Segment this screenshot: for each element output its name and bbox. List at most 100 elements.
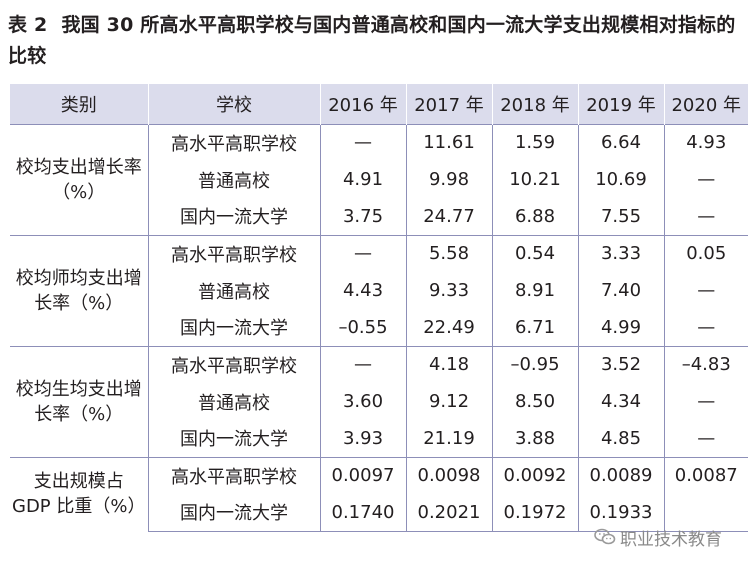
value-cell: 4.18 — [406, 345, 493, 383]
value-cell: 6.71 — [492, 309, 579, 346]
value-cell: 9.12 — [406, 383, 493, 420]
value-cell: 10.21 — [492, 161, 579, 198]
category-cell: 校均支出增长率（%） — [10, 123, 149, 235]
value-cell: 0.0087 — [664, 456, 748, 494]
header-year-2018: 2018 年 — [492, 84, 579, 124]
table-row: 支出规模占 GDP 比重（%） 高水平高职学校 0.0097 0.0098 0.… — [10, 456, 748, 531]
value-cell: 5.58 — [406, 234, 493, 272]
value-cell: — — [697, 391, 716, 412]
school-cell: 高水平高职学校 — [148, 456, 321, 494]
table-row: 国内一流大学 –0.55 22.49 6.71 4.99 — — [10, 309, 748, 346]
school-cell: 普通高校 — [148, 161, 321, 198]
value-cell: 24.77 — [406, 198, 493, 235]
value-cell: 0.1740 — [320, 494, 407, 532]
table-row: 校均支出增长率（%） 高水平高职学校 — 11.61 1.59 6.64 4.9… — [10, 123, 748, 235]
comparison-table: 类别 学校 2016 年 2017 年 2018 年 2019 年 2020 年… — [10, 84, 748, 532]
category-label: 支出规模占 GDP 比重（%） — [12, 471, 146, 518]
value-cell: 0.54 — [492, 234, 579, 272]
value-cell: 22.49 — [406, 309, 493, 346]
header-school: 学校 — [148, 84, 321, 124]
value-cell: 4.93 — [664, 123, 748, 161]
value-cell: –0.55 — [320, 309, 407, 346]
header-year-2019: 2019 年 — [578, 84, 665, 124]
table-row: 普通高校 4.91 9.98 10.21 10.69 — — [10, 161, 748, 198]
value-cell: 3.33 — [578, 234, 665, 272]
table-number: 表 2 — [8, 14, 48, 36]
value-cell: — — [320, 123, 407, 161]
school-cell: 高水平高职学校 — [148, 123, 321, 161]
value-cell: 4.91 — [320, 161, 407, 198]
value-cell — [664, 494, 748, 532]
value-cell: 3.75 — [320, 198, 407, 235]
value-cell: 1.59 — [492, 123, 579, 161]
table-row: 国内一流大学 3.93 21.19 3.88 4.85 — — [10, 420, 748, 457]
value-cell: 11.61 — [406, 123, 493, 161]
header-category: 类别 — [10, 84, 149, 124]
table-row: 校均师均支出增长率（%） 高水平高职学校 — 5.58 0.54 3.33 0.… — [10, 234, 748, 346]
value-cell: 0.1933 — [578, 494, 665, 532]
value-cell: — — [697, 205, 716, 227]
table-row: 普通高校 3.60 9.12 8.50 4.34 — — [10, 383, 748, 420]
value-cell: 4.43 — [320, 272, 407, 309]
value-cell: 8.50 — [492, 383, 579, 420]
school-cell: 国内一流大学 — [148, 494, 321, 532]
table-row: 校均生均支出增长率（%） 高水平高职学校 — 4.18 –0.95 3.52 –… — [10, 345, 748, 457]
value-cell: 0.0098 — [406, 456, 493, 494]
category-label: 校均支出增长率（%） — [15, 156, 142, 203]
value-cell: 9.98 — [406, 161, 493, 198]
school-cell: 高水平高职学校 — [148, 345, 321, 383]
value-cell: 4.99 — [578, 309, 665, 346]
value-cell: 4.34 — [578, 383, 665, 420]
table-row: 国内一流大学 0.1740 0.2021 0.1972 0.1933 — [10, 494, 748, 532]
value-cell: 3.88 — [492, 420, 579, 457]
value-cell: 7.55 — [578, 198, 665, 235]
value-cell: — — [697, 427, 716, 449]
value-cell: 3.52 — [578, 345, 665, 383]
watermark: 职业技术教育 — [594, 523, 754, 551]
value-cell: –4.83 — [664, 345, 748, 383]
value-cell: –0.95 — [492, 345, 579, 383]
category-cell: 校均师均支出增长率（%） — [10, 234, 149, 346]
value-cell: 21.19 — [406, 420, 493, 457]
table-header-row: 类别 学校 2016 年 2017 年 2018 年 2019 年 2020 年 — [10, 84, 748, 124]
value-cell: 0.1972 — [492, 494, 579, 532]
value-cell: 3.93 — [320, 420, 407, 457]
value-cell: 6.88 — [492, 198, 579, 235]
value-cell: 9.33 — [406, 272, 493, 309]
category-cell: 支出规模占 GDP 比重（%） — [10, 456, 149, 531]
value-cell: 6.64 — [578, 123, 665, 161]
value-cell: — — [320, 234, 407, 272]
value-cell: 0.0092 — [492, 456, 579, 494]
value-cell: 8.91 — [492, 272, 579, 309]
category-cell: 校均生均支出增长率（%） — [10, 345, 149, 457]
value-cell: — — [697, 169, 716, 190]
value-cell: 0.0097 — [320, 456, 407, 494]
school-cell: 高水平高职学校 — [148, 234, 321, 272]
wechat-icon — [594, 528, 616, 545]
table-row: 国内一流大学 3.75 24.77 6.88 7.55 — — [10, 198, 748, 235]
value-cell: 7.40 — [578, 272, 665, 309]
value-cell: 0.2021 — [406, 494, 493, 532]
school-cell: 国内一流大学 — [148, 420, 321, 457]
header-year-2017: 2017 年 — [406, 84, 493, 124]
value-cell: — — [697, 316, 716, 338]
school-cell: 普通高校 — [148, 272, 321, 309]
school-cell: 国内一流大学 — [148, 198, 321, 235]
school-cell: 普通高校 — [148, 383, 321, 420]
header-year-2020: 2020 年 — [671, 94, 742, 116]
category-label: 校均生均支出增长率（%） — [15, 378, 142, 425]
table-title: 我国 30 所高水平高职学校与国内普通高校和国内一流大学支出规模相对指标的比较 — [8, 14, 736, 67]
category-label: 校均师均支出增长率（%） — [15, 267, 142, 314]
value-cell: 4.85 — [578, 420, 665, 457]
value-cell: 0.05 — [664, 234, 748, 272]
value-cell: 10.69 — [578, 161, 665, 198]
table-caption: 表 2 我国 30 所高水平高职学校与国内普通高校和国内一流大学支出规模相对指标的… — [8, 10, 752, 72]
value-cell: — — [320, 345, 407, 383]
table-row: 普通高校 4.43 9.33 8.91 7.40 — — [10, 272, 748, 309]
value-cell: — — [697, 280, 716, 301]
watermark-text: 职业技术教育 — [620, 529, 722, 550]
header-year-2016: 2016 年 — [320, 84, 407, 124]
school-cell: 国内一流大学 — [148, 309, 321, 346]
value-cell: 0.0089 — [578, 456, 665, 494]
value-cell: 3.60 — [320, 383, 407, 420]
